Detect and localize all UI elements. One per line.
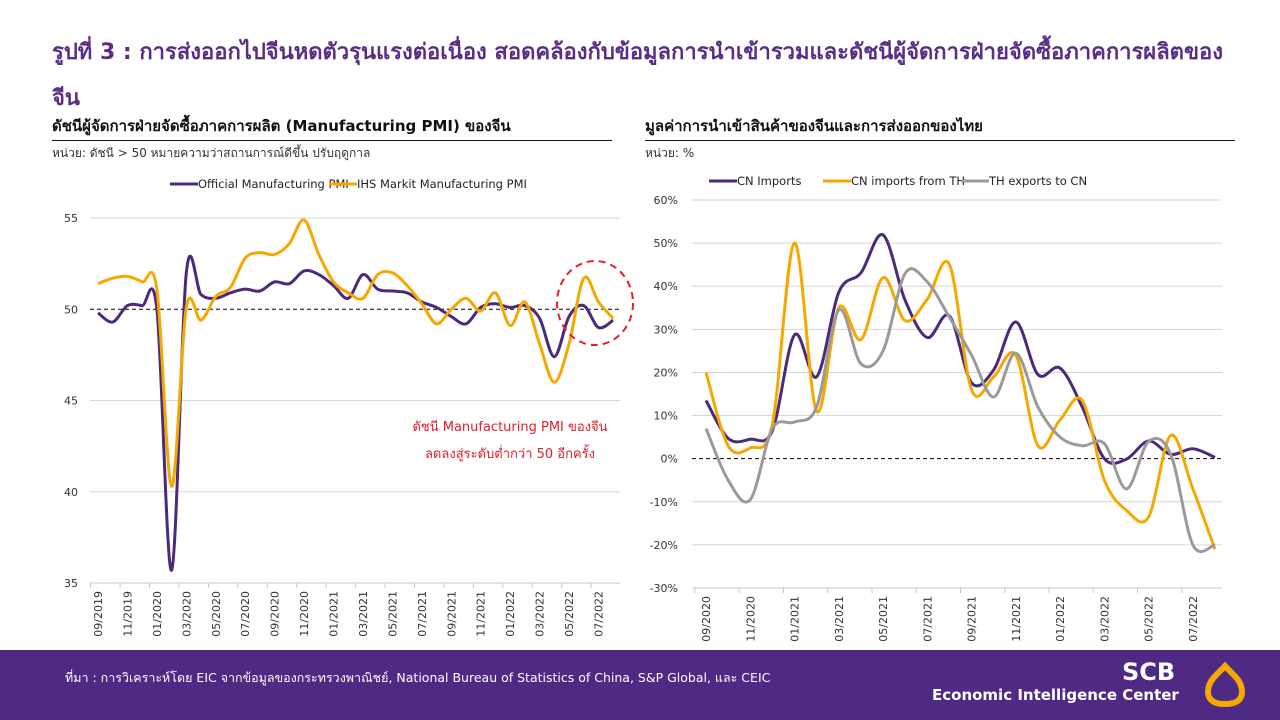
y-tick-label: 45 — [64, 395, 78, 408]
y-tick-label: 40 — [64, 486, 78, 499]
y-tick-label: 35 — [64, 577, 78, 590]
x-tick-label: 01/2021 — [789, 596, 802, 642]
scb-logo-icon — [1204, 662, 1246, 708]
x-tick-label: 09/2021 — [966, 596, 979, 642]
x-tick-label: 11/2021 — [475, 591, 488, 637]
x-tick-label: 09/2021 — [445, 591, 458, 637]
x-tick-label: 07/2020 — [239, 591, 252, 637]
left-chart-unit: หน่วย: ดัชนี > 50 หมายความว่าสถานการณ์ดี… — [52, 146, 371, 160]
x-tick-label: 05/2021 — [877, 596, 890, 642]
x-tick-label: 05/2022 — [563, 591, 576, 637]
annotation-line-2: ลดลงสู่ระดับต่ำกว่า 50 อีกครั้ง — [424, 447, 596, 462]
pmi-annotation: ดัชนี Manufacturing PMI ของจีน ลดลงสู่ระ… — [400, 414, 620, 468]
right-chart-heading: มูลค่าการนำเข้าสินค้าของจีนและการส่งออกข… — [645, 114, 1235, 141]
legend-label: TH exports to CN — [988, 174, 1087, 188]
y-tick-label: 55 — [64, 212, 78, 225]
right-chart-unit: หน่วย: % — [645, 146, 695, 160]
y-tick-label: 50% — [654, 237, 678, 250]
legend-label: Official Manufacturing PMI — [198, 177, 349, 191]
x-tick-label: 07/2022 — [1187, 596, 1200, 642]
x-tick-label: 01/2022 — [1054, 596, 1067, 642]
y-tick-label: 60% — [654, 194, 678, 207]
x-tick-label: 01/2021 — [328, 591, 341, 637]
y-tick-label: -20% — [650, 539, 678, 552]
x-tick-label: 05/2022 — [1143, 596, 1156, 642]
y-tick-label: 10% — [654, 410, 678, 423]
series-line-ihs-markit-manufacturing-pmi — [97, 218, 615, 488]
charts-canvas: 35 40 45 50 55 09/2019 11/2019 01/2020 03/2020 05… — [64, 174, 1222, 642]
left-chart-heading: ดัชนีผู้จัดการฝ่ายจัดซื้อภาคการผลิต (Man… — [52, 114, 612, 141]
x-tick-label: 03/2022 — [534, 591, 547, 637]
x-tick-label: 03/2021 — [833, 596, 846, 642]
x-tick-label: 07/2021 — [416, 591, 429, 637]
annotation-line-1: ดัชนี Manufacturing PMI ของจีน — [412, 420, 608, 435]
legend-label: IHS Markit Manufacturing PMI — [357, 177, 527, 191]
logo-scb: SCB — [1122, 658, 1176, 686]
x-tick-label: 01/2022 — [504, 591, 517, 637]
y-tick-label: -10% — [650, 496, 678, 509]
x-tick-label: 01/2020 — [151, 591, 164, 637]
legend-label: CN Imports — [737, 174, 801, 188]
y-tick-label: 20% — [654, 366, 678, 379]
x-tick-label: 11/2019 — [121, 591, 134, 637]
x-tick-label: 11/2020 — [298, 591, 311, 637]
x-tick-label: 05/2021 — [386, 591, 399, 637]
x-tick-label: 09/2020 — [269, 591, 282, 637]
x-tick-label: 05/2020 — [210, 591, 223, 637]
x-tick-label: 07/2022 — [592, 591, 605, 637]
slide-title: รูปที่ 3 : การส่งออกไปจีนหดตัวรุนแรงต่อเ… — [52, 40, 1223, 111]
series-line-th-exports-to-cn — [704, 267, 1216, 554]
x-tick-label: 11/2021 — [1010, 596, 1023, 642]
y-tick-label: 50 — [64, 303, 78, 316]
x-tick-label: 09/2020 — [700, 596, 713, 642]
highlight-circle — [556, 260, 634, 346]
x-tick-label: 03/2020 — [180, 591, 193, 637]
x-tick-label: 11/2020 — [744, 596, 757, 642]
legend-label: CN imports from TH — [851, 174, 965, 188]
x-tick-label: 03/2022 — [1098, 596, 1111, 642]
y-tick-label: -30% — [650, 582, 678, 595]
y-tick-label: 30% — [654, 323, 678, 336]
source-note: ที่มา : การวิเคราะห์โดย EIC จากข้อมูลของ… — [65, 670, 771, 685]
y-tick-label: 0% — [661, 453, 678, 466]
logo-eic: Economic Intelligence Center — [932, 686, 1179, 704]
x-tick-label: 09/2019 — [92, 591, 105, 637]
x-tick-label: 07/2021 — [921, 596, 934, 642]
series-line-cn-imports-from-th — [704, 241, 1217, 550]
footer-bar: ที่มา : การวิเคราะห์โดย EIC จากข้อมูลของ… — [0, 650, 1280, 720]
y-tick-label: 40% — [654, 280, 678, 293]
x-tick-label: 03/2021 — [357, 591, 370, 637]
